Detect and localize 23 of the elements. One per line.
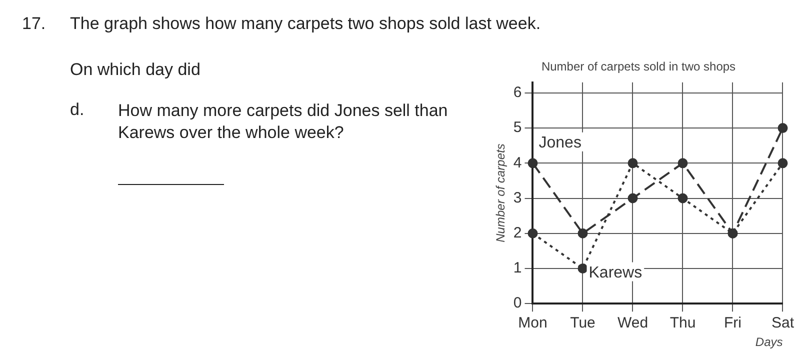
x-tick-label: Sat (771, 314, 795, 332)
text: 17. (22, 14, 46, 34)
y-axis-title: Number of carpets (494, 144, 508, 242)
y-tick-label: 4 (513, 154, 522, 172)
chart-title: Number of carpets sold in two shops (541, 60, 736, 74)
y-tick-label: 2 (513, 224, 522, 242)
x-tick-label: Wed (617, 314, 648, 332)
text: d. (70, 100, 84, 120)
text: How many more carpets did Jones sell than Karews over the whole week? (118, 100, 449, 144)
x-axis-title: Days (755, 335, 783, 350)
y-tick-label: 1 (513, 260, 522, 277)
text: On which day did (70, 60, 200, 80)
text: The graph shows how many carpets two shops sold last week. (70, 14, 541, 34)
y-tick-label: 6 (513, 84, 522, 102)
series-label: Jones (538, 134, 582, 152)
x-tick-label: Thu (670, 314, 696, 332)
y-tick-label: 5 (513, 119, 522, 136)
x-tick-label: Tue (570, 314, 596, 332)
series-label: Karews (588, 264, 642, 282)
x-tick-label: Mon (518, 314, 548, 332)
x-tick-label: Fri (724, 314, 742, 332)
y-tick-label: 3 (513, 189, 522, 206)
y-tick-label: 0 (513, 294, 522, 312)
